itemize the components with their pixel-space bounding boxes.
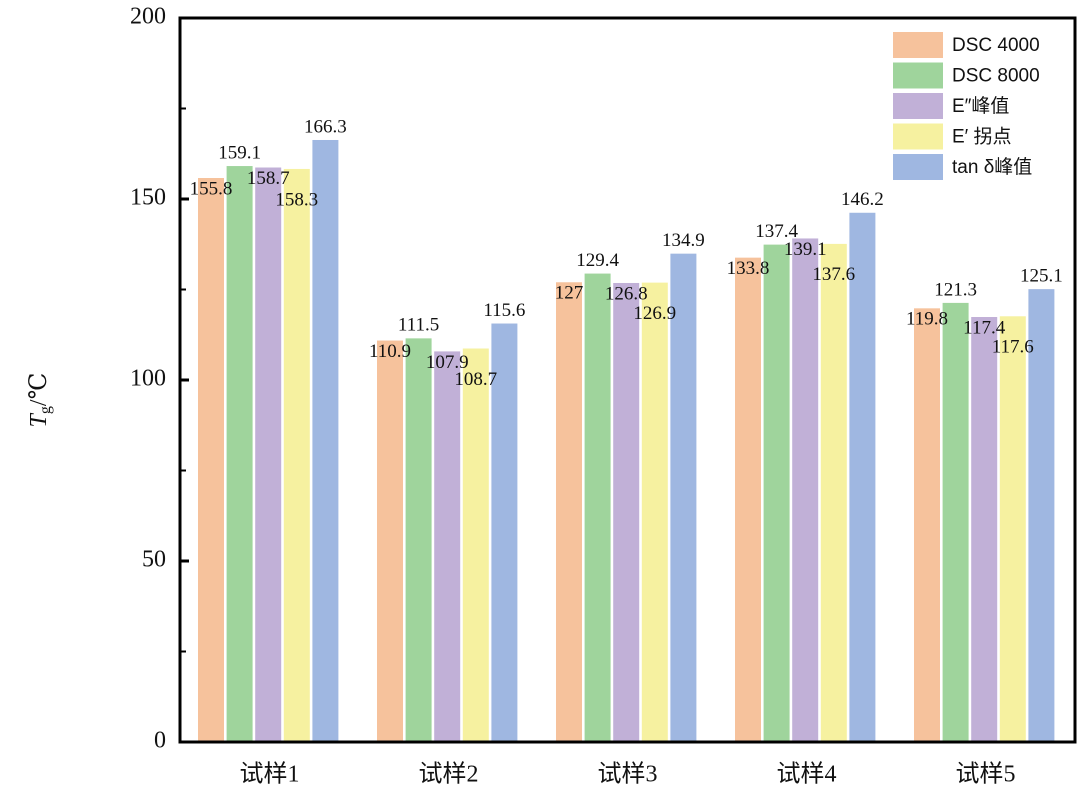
y-tick-label: 150	[130, 185, 166, 211]
bar	[999, 316, 1026, 742]
bar	[491, 323, 518, 742]
value-label: 158.7	[247, 168, 290, 189]
bar	[312, 139, 339, 742]
legend-swatch	[893, 62, 943, 89]
bar	[820, 243, 847, 742]
value-label: 134.9	[662, 230, 705, 251]
plot-frame	[178, 16, 1077, 744]
y-tick-label: 100	[130, 366, 166, 392]
value-label: 155.8	[190, 178, 233, 199]
bar	[283, 168, 310, 743]
value-label: 110.9	[369, 341, 411, 362]
legend-label: E′ 拐点	[952, 126, 1012, 148]
bar	[226, 166, 253, 743]
value-label: 137.4	[755, 221, 798, 242]
bar	[1028, 289, 1055, 742]
value-label: 108.7	[454, 369, 497, 390]
value-label: 121.3	[934, 279, 977, 300]
legend-label: DSC 4000	[952, 35, 1040, 56]
value-label: 133.8	[727, 258, 770, 279]
value-label: 158.3	[275, 189, 318, 210]
value-label: 166.3	[304, 116, 347, 137]
bar	[405, 338, 432, 742]
bar	[584, 273, 611, 742]
y-label-main: T	[26, 412, 52, 427]
bar	[942, 302, 969, 742]
y-axis-label: Tg/℃	[26, 373, 54, 428]
value-label: 115.6	[483, 300, 525, 321]
bar	[735, 257, 761, 742]
value-label: 117.6	[992, 337, 1034, 358]
bar	[462, 348, 489, 742]
x-tick-label: 试样4	[777, 761, 837, 788]
legend-swatch	[893, 93, 943, 119]
y-tick-label: 0	[154, 728, 166, 754]
y-label-unit: /℃	[26, 373, 52, 407]
bar	[914, 308, 940, 742]
bar	[613, 282, 640, 742]
value-label: 107.9	[426, 352, 469, 373]
value-label: 125.1	[1020, 265, 1063, 286]
bar	[255, 167, 282, 743]
x-tick-label: 试样2	[419, 761, 479, 788]
bar	[670, 253, 697, 743]
value-label: 126.8	[605, 283, 648, 304]
bar	[198, 178, 224, 742]
legend-label: tan δ峰值	[952, 156, 1032, 178]
bar	[971, 317, 998, 742]
value-label: 139.1	[784, 239, 827, 260]
value-label: 146.2	[841, 189, 884, 210]
value-label: 126.9	[633, 303, 676, 324]
value-label: 129.4	[576, 250, 619, 271]
value-label: 117.4	[963, 317, 1006, 338]
value-label: 159.1	[218, 142, 261, 163]
value-label: 127	[555, 283, 584, 304]
legend-swatch	[893, 154, 943, 180]
legend-swatch	[893, 32, 943, 58]
x-tick-label: 试样1	[240, 761, 300, 788]
y-label-sub: g	[37, 406, 54, 414]
bar	[849, 212, 876, 743]
x-tick-label: 试样5	[956, 761, 1016, 788]
bar	[434, 351, 461, 742]
legend-label: E″峰值	[952, 95, 1009, 117]
y-tick-label: 50	[142, 547, 166, 573]
bar	[792, 238, 819, 742]
value-label: 119.8	[906, 309, 948, 330]
legend-swatch	[893, 123, 943, 150]
value-label: 111.5	[398, 315, 439, 336]
y-tick-label: 200	[130, 4, 166, 30]
x-tick-label: 试样3	[598, 761, 658, 788]
bar	[377, 340, 403, 742]
value-label: 137.6	[812, 264, 855, 285]
legend-label: DSC 8000	[952, 66, 1040, 87]
bar	[641, 282, 668, 742]
bar	[763, 244, 790, 742]
bar	[556, 282, 582, 742]
